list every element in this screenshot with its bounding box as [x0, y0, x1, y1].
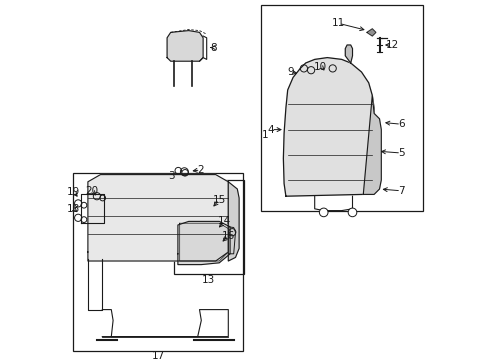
Polygon shape [178, 221, 230, 265]
Text: 12: 12 [385, 40, 398, 50]
Circle shape [319, 208, 327, 217]
Text: 19: 19 [67, 187, 80, 197]
Text: 11: 11 [331, 18, 345, 28]
Text: 8: 8 [210, 42, 217, 53]
Bar [260, 5, 422, 211]
Text: 10: 10 [314, 62, 326, 72]
Text: 1: 1 [262, 130, 268, 140]
Text: 6: 6 [397, 119, 404, 129]
Text: 3: 3 [168, 171, 174, 181]
Polygon shape [345, 45, 352, 63]
Text: 20: 20 [85, 186, 99, 196]
Text: 13: 13 [202, 275, 215, 285]
Circle shape [347, 208, 356, 217]
Text: 16: 16 [221, 231, 234, 241]
Text: 15: 15 [212, 195, 225, 205]
Polygon shape [228, 182, 239, 261]
Polygon shape [283, 58, 374, 196]
Polygon shape [363, 95, 381, 194]
Text: 17: 17 [151, 351, 164, 360]
Text: 5: 5 [397, 148, 404, 158]
Polygon shape [88, 175, 228, 261]
Bar [174, 180, 244, 274]
Text: 4: 4 [267, 125, 274, 135]
Text: 9: 9 [286, 67, 293, 77]
Text: 18: 18 [67, 204, 80, 214]
Text: 14: 14 [218, 216, 231, 226]
Text: 2: 2 [197, 165, 203, 175]
Polygon shape [167, 31, 203, 61]
Polygon shape [366, 29, 375, 36]
Text: 7: 7 [397, 186, 404, 196]
Bar [73, 173, 242, 351]
